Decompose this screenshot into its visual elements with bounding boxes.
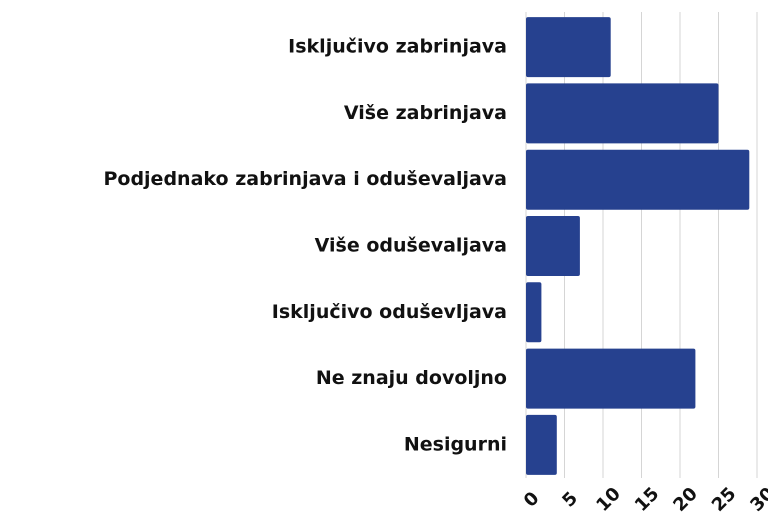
x-tick-label: 20 — [669, 483, 702, 516]
bar — [526, 216, 580, 276]
x-tick-label: 30 — [746, 483, 768, 516]
y-tick-label: Isključivo oduševljava — [272, 301, 507, 323]
bar — [526, 17, 611, 78]
x-tick-label: 5 — [558, 488, 582, 512]
y-tick-label: Ne znaju dovoljno — [316, 367, 507, 389]
x-tick-label: 0 — [520, 488, 544, 512]
y-tick-label: Isključivo zabrinjava — [288, 36, 507, 58]
bar — [526, 414, 557, 475]
y-tick-label: Više zabrinjava — [344, 102, 507, 124]
x-tick-label: 10 — [592, 483, 625, 516]
bar — [526, 348, 696, 409]
y-tick-label: Više oduševaljava — [315, 235, 507, 257]
bar — [526, 149, 750, 210]
x-tick-label: 25 — [708, 483, 741, 516]
y-tick-label: Podjednako zabrinjava i oduševaljava — [103, 168, 507, 190]
x-tick-label: 15 — [631, 483, 664, 516]
y-tick-label: Nesigurni — [404, 433, 507, 455]
bar — [526, 83, 719, 144]
bar — [526, 282, 542, 343]
